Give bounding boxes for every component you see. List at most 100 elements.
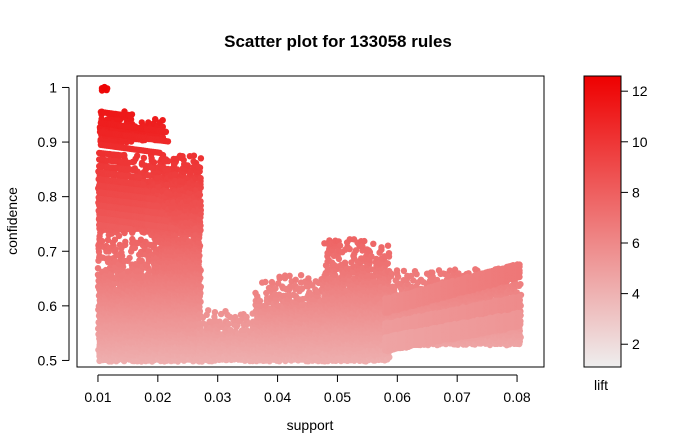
- data-point: [129, 166, 136, 174]
- data-point: [445, 273, 452, 280]
- data-point: [150, 195, 157, 203]
- data-point: [131, 244, 139, 251]
- data-point: [184, 162, 191, 169]
- data-point: [197, 174, 204, 182]
- data-point: [140, 181, 147, 188]
- data-point: [384, 260, 391, 267]
- data-point: [371, 278, 378, 286]
- data-point: [225, 320, 232, 328]
- data-point: [370, 240, 377, 247]
- data-point: [169, 224, 176, 232]
- data-point: [127, 226, 134, 233]
- data-point: [292, 276, 299, 283]
- chart-title: Scatter plot for 133058 rules: [224, 32, 452, 51]
- data-point: [378, 244, 385, 251]
- data-point: [170, 155, 177, 163]
- data-point: [112, 246, 119, 253]
- data-point: [98, 237, 106, 245]
- data-point: [281, 272, 289, 279]
- data-point: [114, 116, 121, 123]
- data-point: [368, 253, 375, 260]
- data-point: [272, 285, 279, 292]
- data-point: [429, 269, 436, 276]
- data-point: [381, 285, 388, 292]
- data-point: [413, 271, 420, 278]
- data-point: [124, 268, 132, 275]
- data-point: [137, 322, 144, 330]
- data-point: [154, 203, 161, 210]
- data-point: [195, 190, 203, 197]
- data-point: [158, 210, 166, 217]
- data-point: [384, 242, 392, 249]
- data-point: [243, 313, 250, 321]
- data-point: [517, 281, 524, 288]
- data-point: [196, 216, 203, 223]
- data-point: [361, 237, 368, 245]
- data-point: [138, 257, 145, 265]
- data-point: [127, 112, 134, 120]
- data-point: [153, 175, 161, 182]
- data-point: [118, 249, 125, 256]
- data-point: [140, 154, 148, 162]
- data-point: [104, 236, 112, 244]
- data-point: [211, 313, 218, 321]
- data-point: [286, 272, 293, 279]
- data-point: [197, 155, 205, 162]
- data-point: [125, 159, 132, 166]
- data-point: [152, 116, 159, 123]
- data-point: [111, 236, 119, 243]
- data-point: [196, 200, 204, 207]
- data-point: [159, 117, 166, 124]
- data-point: [170, 160, 178, 168]
- data-point: [162, 128, 170, 135]
- data-point: [352, 247, 360, 254]
- data-point: [359, 243, 366, 250]
- data-point: [115, 232, 123, 240]
- data-point: [256, 297, 264, 305]
- data-point: [455, 270, 462, 277]
- data-point: [205, 307, 212, 314]
- data-point: [385, 250, 393, 257]
- data-point: [400, 267, 408, 275]
- data-point: [276, 273, 283, 280]
- data-point: [341, 259, 349, 266]
- data-point: [196, 252, 203, 259]
- data-point: [305, 275, 312, 282]
- data-point: [190, 152, 198, 159]
- data-point: [171, 171, 179, 178]
- data-point: [100, 83, 109, 92]
- data-point: [336, 242, 344, 249]
- data-point: [121, 152, 128, 159]
- data-point: [94, 265, 102, 272]
- data-point: [135, 174, 143, 181]
- data-point: [393, 267, 401, 274]
- data-point: [211, 309, 219, 316]
- data-point: [196, 303, 203, 311]
- data-point: [263, 289, 270, 297]
- data-point: [410, 277, 417, 284]
- data-point: [164, 167, 172, 174]
- points-layer: [94, 83, 525, 365]
- data-point: [163, 217, 170, 224]
- data-point: [252, 289, 259, 297]
- data-point: [150, 159, 158, 166]
- data-point: [268, 278, 276, 286]
- data-point: [122, 238, 129, 245]
- data-point: [161, 158, 168, 165]
- data-point: [195, 239, 202, 246]
- data-point: [144, 188, 151, 195]
- data-point: [197, 210, 204, 218]
- data-point: [262, 278, 269, 286]
- data-point: [433, 276, 441, 284]
- data-point: [297, 272, 305, 279]
- data-point: [388, 270, 395, 278]
- data-point: [195, 163, 202, 171]
- data-point: [287, 283, 294, 290]
- data-point: [346, 245, 353, 253]
- data-point: [365, 247, 373, 254]
- data-point: [164, 138, 172, 145]
- data-point: [177, 154, 185, 161]
- data-point: [156, 149, 163, 156]
- data-point: [155, 183, 162, 190]
